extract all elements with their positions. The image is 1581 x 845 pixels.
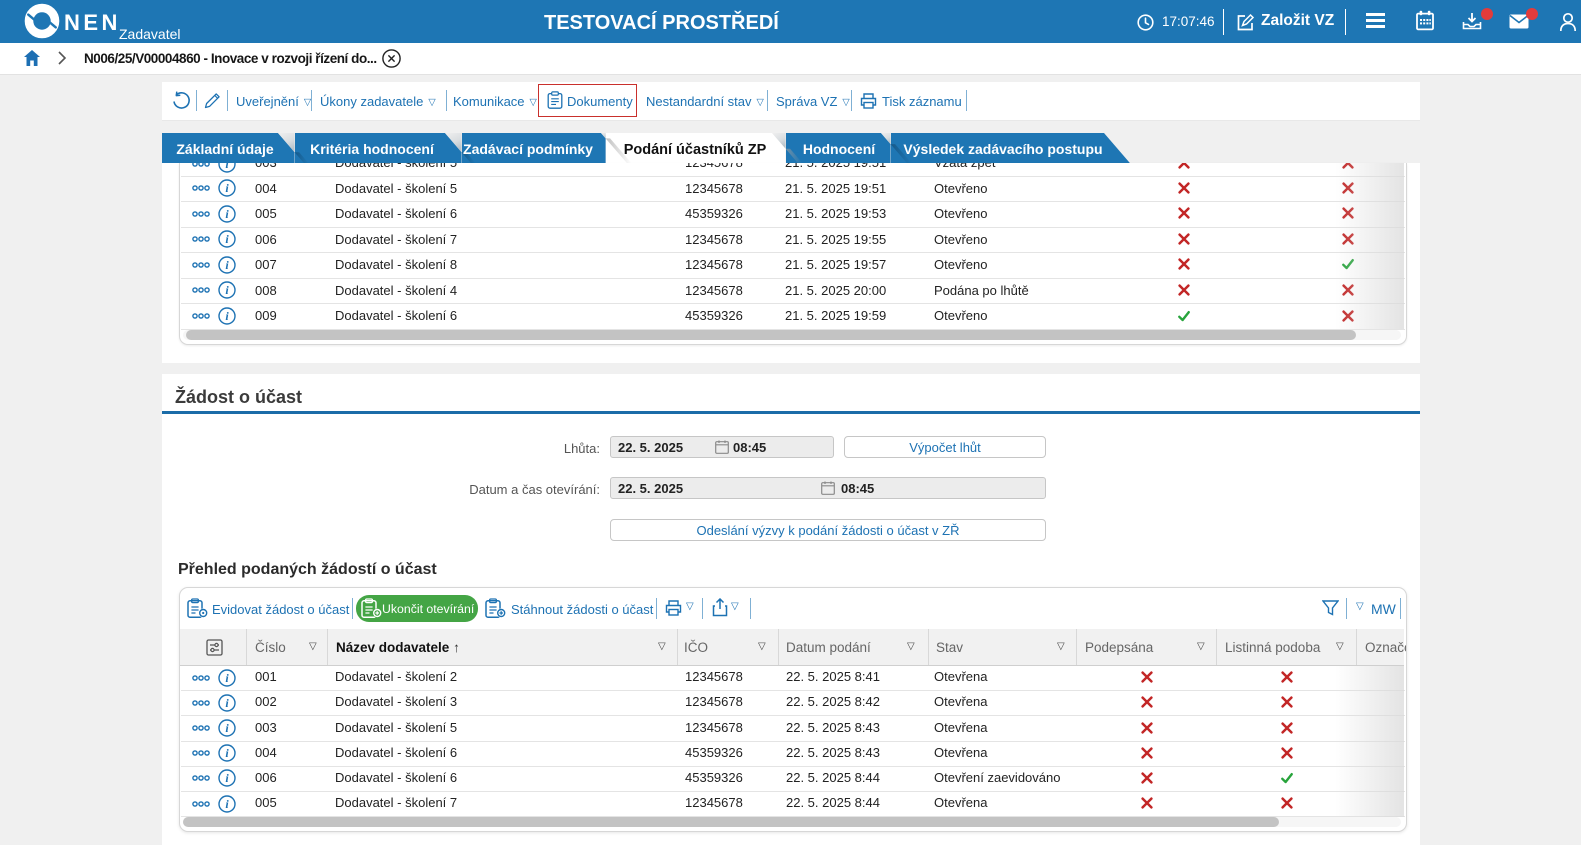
svg-text:i: i xyxy=(225,696,229,710)
svg-text:i: i xyxy=(225,163,229,171)
svg-text:i: i xyxy=(225,721,229,735)
svg-text:Podání účastníků ZP: Podání účastníků ZP xyxy=(624,142,767,158)
svg-text:Výsledek zadávacího postupu: Výsledek zadávacího postupu xyxy=(903,141,1102,157)
svg-text:i: i xyxy=(225,283,229,297)
svg-text:i: i xyxy=(225,232,229,246)
svg-text:i: i xyxy=(225,207,229,221)
svg-text:i: i xyxy=(225,797,229,811)
svg-text:i: i xyxy=(225,671,229,685)
svg-text:i: i xyxy=(225,309,229,323)
svg-text:i: i xyxy=(225,258,229,272)
svg-text:Zadávací podmínky: Zadávací podmínky xyxy=(463,141,593,157)
svg-text:i: i xyxy=(225,771,229,785)
svg-text:i: i xyxy=(225,181,229,195)
svg-text:Kritéria hodnocení: Kritéria hodnocení xyxy=(310,141,435,157)
svg-text:Základní údaje: Základní údaje xyxy=(176,141,273,157)
svg-text:Hodnocení: Hodnocení xyxy=(803,141,876,157)
svg-text:i: i xyxy=(225,746,229,760)
